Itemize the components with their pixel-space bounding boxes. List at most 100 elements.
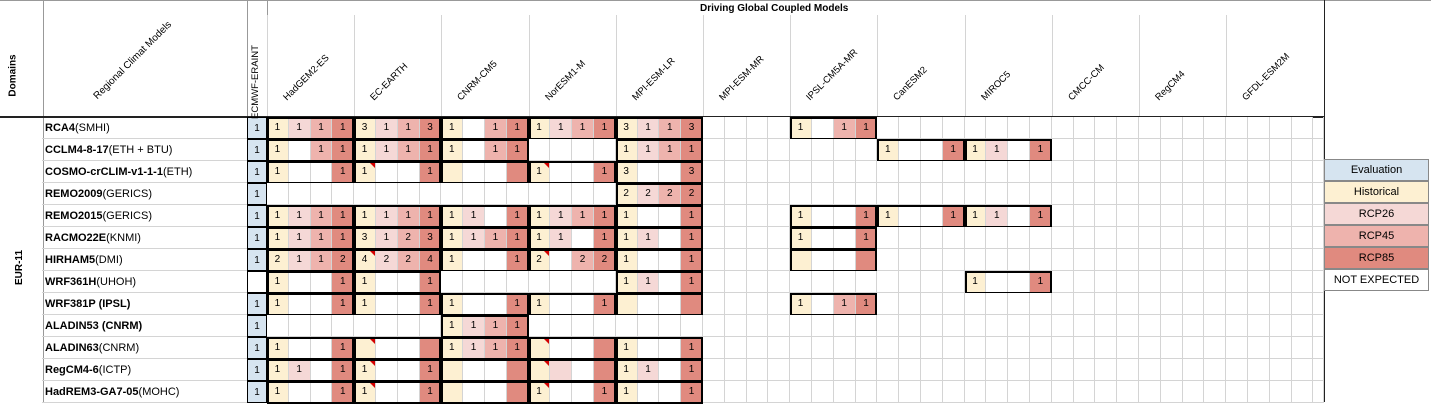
model-cell [1073,315,1096,337]
model-cell [550,139,573,161]
model-cell: 1 [964,205,987,227]
model-cell [1008,293,1030,315]
model-cell [1248,315,1270,337]
gcm-header: CNRM-CM5 [455,58,500,103]
eval-cell: 1 [247,139,267,161]
eval-cell: 1 [247,249,267,271]
model-cell [1139,359,1161,381]
model-cell [659,271,682,293]
model-cell [1291,139,1314,161]
model-cell [550,183,573,205]
model-cell [1291,205,1314,227]
model-cell [812,205,834,227]
model-cell [1182,227,1205,249]
model-cell [485,161,507,183]
model-cell [899,205,921,227]
model-cell [1248,381,1270,403]
model-cell: 1 [681,337,703,359]
model-cell: 1 [528,161,551,183]
legend-item: NOT EXPECTED [1324,269,1429,291]
model-cell [1160,337,1183,359]
model-cell [768,381,791,403]
model-cell [1117,315,1139,337]
model-cell [485,271,507,293]
model-cell [833,161,856,183]
model-cell [703,117,725,139]
legend-item: Historical [1324,181,1429,203]
comment-flag [367,161,375,168]
model-cell [1030,359,1052,381]
model-cell [1139,117,1161,139]
model-cell [724,139,747,161]
model-cell: 1 [288,249,311,271]
model-cell [1291,337,1314,359]
model-cell: 1 [964,271,987,293]
model-cell: 1 [288,205,311,227]
model-cell [877,359,900,381]
model-cell [746,271,769,293]
grid-line [615,15,617,116]
legend-item: RCP26 [1324,203,1429,225]
model-cell [724,249,747,271]
model-cell [833,227,856,249]
model-cell [964,315,987,337]
model-cell [1226,315,1248,337]
model-cell [746,359,769,381]
model-cell [877,381,900,403]
rcm-row-label: RCA4 (SMHI) [42,117,247,139]
model-cell [1160,205,1183,227]
model-cell: 1 [332,381,355,403]
model-cell [986,227,1009,249]
model-cell [986,337,1009,359]
model-cell [899,139,921,161]
model-cell [942,183,965,205]
model-cell [594,183,616,205]
model-cell [485,205,507,227]
model-cell: 3 [615,117,638,139]
model-cell [397,337,420,359]
comment-flag [542,337,550,344]
model-cell [550,271,573,293]
grid-line [1051,15,1053,116]
model-cell [1073,161,1096,183]
empty-cell [1313,205,1324,227]
model-cell [855,359,878,381]
model-cell [659,381,682,403]
model-cell [1248,205,1270,227]
model-cell: 3 [419,117,442,139]
gcm-header: HadGEM2-ES [281,52,332,103]
model-cell [1248,337,1270,359]
model-cell: 1 [463,227,485,249]
model-cell [659,227,682,249]
model-cell [594,337,616,359]
model-cell [1204,183,1227,205]
model-cell [485,359,507,381]
model-cell [1291,227,1314,249]
model-cell [812,337,834,359]
comment-flag [367,359,375,366]
model-cell [506,381,529,403]
model-cell [1095,293,1118,315]
model-cell [1008,205,1030,227]
model-cell: 1 [833,117,856,139]
model-cell [921,337,943,359]
model-cell [1051,293,1074,315]
eval-cell: 1 [247,337,267,359]
model-cell [790,315,812,337]
model-cell: 1 [855,117,878,139]
model-cell: 3 [419,227,442,249]
model-cell [724,381,747,403]
model-cell [833,183,856,205]
model-cell [310,337,333,359]
model-cell [288,183,311,205]
model-cell: 1 [790,205,812,227]
model-cell [1248,161,1270,183]
model-cell: 2 [397,227,420,249]
model-cell [1030,117,1052,139]
eval-cell [247,271,267,293]
model-cell [1248,117,1270,139]
model-cell [942,315,965,337]
model-cell [768,117,791,139]
model-cell: 1 [332,161,355,183]
gcm-header: NorESM1-M [542,58,588,103]
